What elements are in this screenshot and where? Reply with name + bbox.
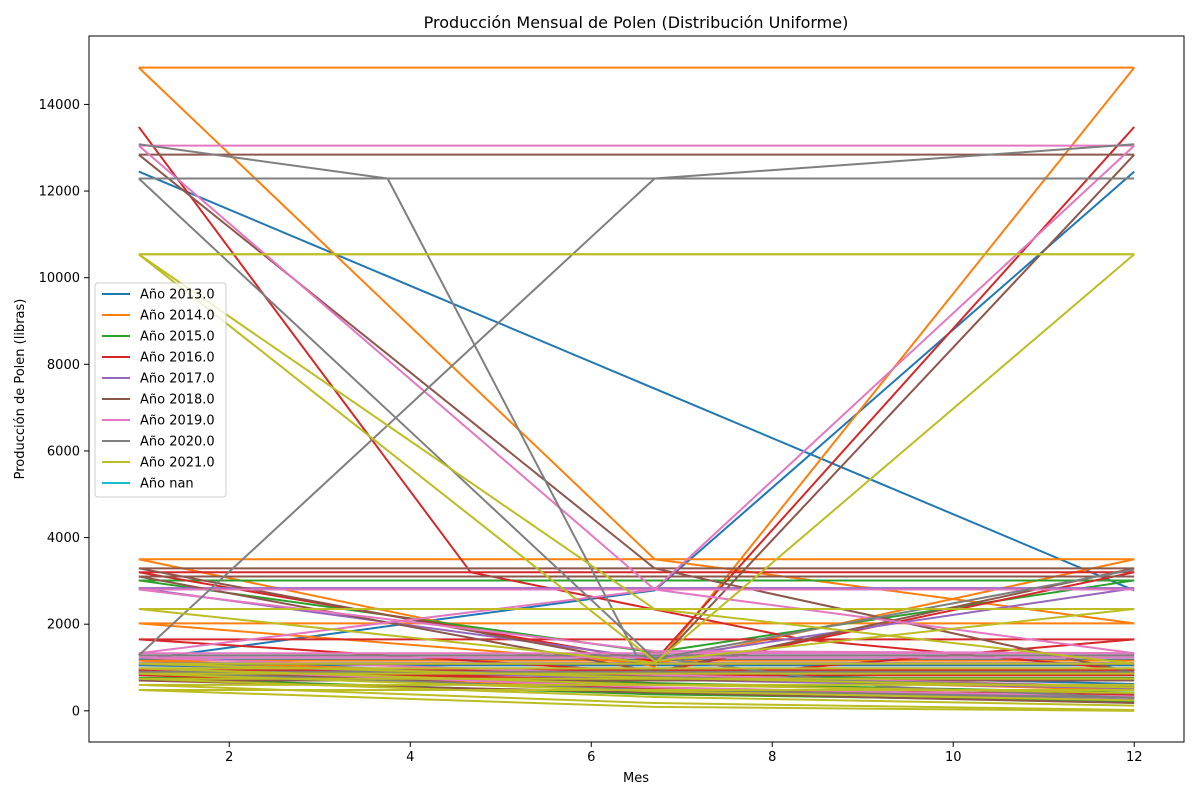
series-line (138, 153, 1135, 667)
plot-series (137, 66, 1136, 712)
series-line (138, 170, 1135, 592)
series-line (138, 253, 1135, 663)
x-tick-label: 6 (587, 750, 595, 765)
x-tick-label: 2 (225, 750, 233, 765)
legend-entry: Año 2020.0 (140, 435, 215, 450)
x-tick-label: 10 (945, 750, 962, 765)
y-tick-label: 14000 (39, 98, 80, 113)
y-tick-label: 8000 (47, 358, 80, 373)
x-axis: 2 4 6 8 10 12 (225, 742, 1143, 765)
series-line (138, 153, 1135, 674)
legend-entry: Año 2017.0 (140, 372, 215, 387)
legend-entry: Año 2019.0 (140, 414, 215, 429)
legend-entry: Año 2021.0 (140, 456, 215, 471)
series-line (138, 143, 1135, 699)
series-line (138, 66, 1135, 625)
series-line (138, 177, 1135, 660)
series-line (138, 143, 1135, 657)
legend-entry: Año 2016.0 (140, 351, 215, 366)
legend-entry: Año 2018.0 (140, 393, 215, 408)
x-tick-label: 12 (1126, 750, 1143, 765)
x-tick-label: 8 (768, 750, 776, 765)
series-line (138, 170, 1135, 661)
legend: Año 2013.0 Año 2014.0 Año 2015.0 Año 2016.0… (94, 282, 227, 498)
series-line (138, 66, 1136, 668)
x-tick-label: 4 (406, 750, 414, 765)
y-axis-label: Producción de Polen (libras) (13, 299, 28, 480)
y-tick-label: 6000 (47, 444, 80, 459)
series-line (138, 689, 1135, 712)
y-tick-label: 0 (72, 704, 80, 719)
legend-entry: Año 2014.0 (140, 309, 215, 324)
chart-title: Producción Mensual de Polen (Distribució… (424, 13, 849, 32)
y-tick-label: 10000 (39, 271, 80, 286)
legend-entry: Año 2013.0 (140, 288, 215, 303)
y-tick-label: 12000 (39, 185, 80, 200)
y-axis: 0 2000 4000 6000 8000 10000 12000 14000 (39, 98, 89, 719)
legend-entry: Año 2015.0 (140, 330, 215, 345)
x-axis-label: Mes (623, 771, 649, 786)
legend-entry: Año nan (140, 477, 194, 492)
plot-frame (88, 35, 1185, 743)
y-tick-label: 2000 (47, 618, 80, 633)
series-line (138, 588, 1135, 655)
y-tick-label: 4000 (47, 531, 80, 546)
